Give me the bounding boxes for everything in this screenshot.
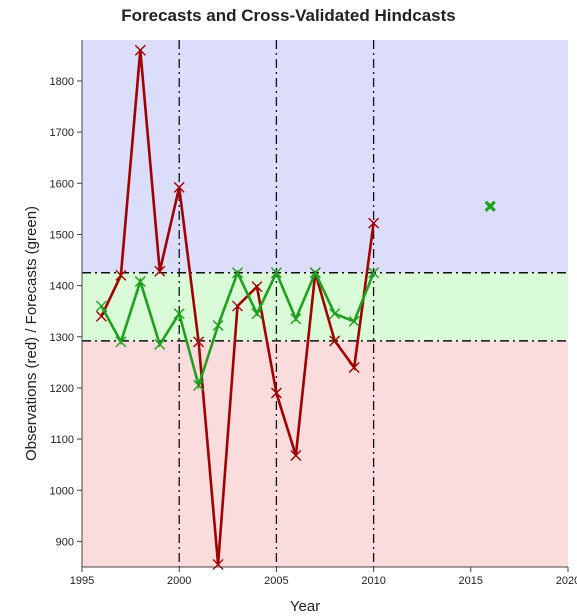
data-point-series-1	[348, 315, 360, 327]
data-point-series-1	[251, 308, 263, 320]
x-tick-label: 2000	[167, 575, 191, 587]
data-point-series-0	[134, 44, 146, 56]
y-tick-label: 1200	[50, 383, 74, 395]
background-band-0	[82, 40, 568, 273]
background-band-2	[82, 340, 568, 567]
data-point-series-1	[270, 267, 282, 279]
data-point-series-1	[134, 276, 146, 287]
data-point-series-0	[193, 336, 205, 348]
x-tick-label: 2005	[264, 575, 288, 587]
y-tick-label: 900	[56, 536, 74, 548]
data-point-series-1	[115, 336, 127, 348]
data-point-series-1	[193, 379, 205, 391]
data-point-series-0	[348, 361, 360, 373]
data-point-series-0	[368, 217, 380, 229]
x-tick-label: 2015	[459, 575, 483, 587]
y-tick-label: 1600	[50, 178, 74, 190]
data-point-series-0	[232, 300, 244, 312]
y-tick-label: 1400	[50, 281, 74, 293]
data-point-series-0	[329, 335, 341, 347]
x-axis-title: Year	[290, 598, 320, 615]
forecast-point	[484, 200, 496, 212]
y-tick-label: 1300	[50, 332, 74, 344]
y-tick-label: 1000	[50, 485, 74, 497]
x-tick-label: 2010	[361, 575, 385, 587]
x-tick-label: 1995	[70, 575, 94, 587]
y-tick-label: 1500	[50, 229, 74, 241]
data-point-series-1	[212, 320, 224, 331]
data-point-series-0	[115, 269, 127, 281]
y-tick-label: 1700	[50, 127, 74, 139]
chart-title: Forecasts and Cross-Validated Hindcasts	[121, 6, 456, 25]
data-point-series-0	[154, 265, 166, 277]
data-point-series-0	[290, 449, 302, 461]
data-point-series-1	[290, 313, 302, 325]
data-point-series-0	[270, 387, 282, 399]
data-point-series-0	[251, 281, 263, 293]
data-point-series-1	[309, 267, 321, 279]
data-point-series-1	[368, 267, 380, 279]
data-point-series-1	[232, 267, 244, 279]
data-point-series-1	[329, 308, 341, 320]
y-tick-label: 1800	[50, 76, 74, 88]
data-point-series-0	[173, 181, 185, 193]
x-tick-label: 2020	[556, 575, 577, 587]
data-point-series-1	[154, 338, 166, 350]
data-point-series-1	[95, 300, 107, 312]
data-point-series-0	[212, 558, 224, 570]
y-tick-label: 1100	[50, 434, 74, 446]
y-axis-title: Observations (red) / Forecasts (green)	[23, 206, 40, 461]
data-point-series-1	[173, 308, 185, 320]
